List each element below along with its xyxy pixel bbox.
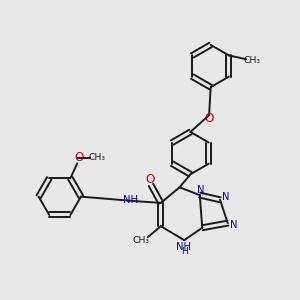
Text: CH₃: CH₃	[244, 56, 261, 65]
Text: O: O	[146, 173, 155, 186]
Text: N: N	[197, 185, 205, 195]
Text: CH₃: CH₃	[133, 236, 149, 245]
Text: O: O	[204, 112, 214, 125]
Text: O: O	[74, 151, 83, 164]
Text: NH: NH	[123, 195, 138, 205]
Text: N: N	[222, 192, 229, 202]
Text: CH₃: CH₃	[89, 153, 106, 162]
Text: N: N	[230, 220, 237, 230]
Text: H: H	[181, 247, 188, 256]
Text: NH: NH	[176, 242, 191, 252]
